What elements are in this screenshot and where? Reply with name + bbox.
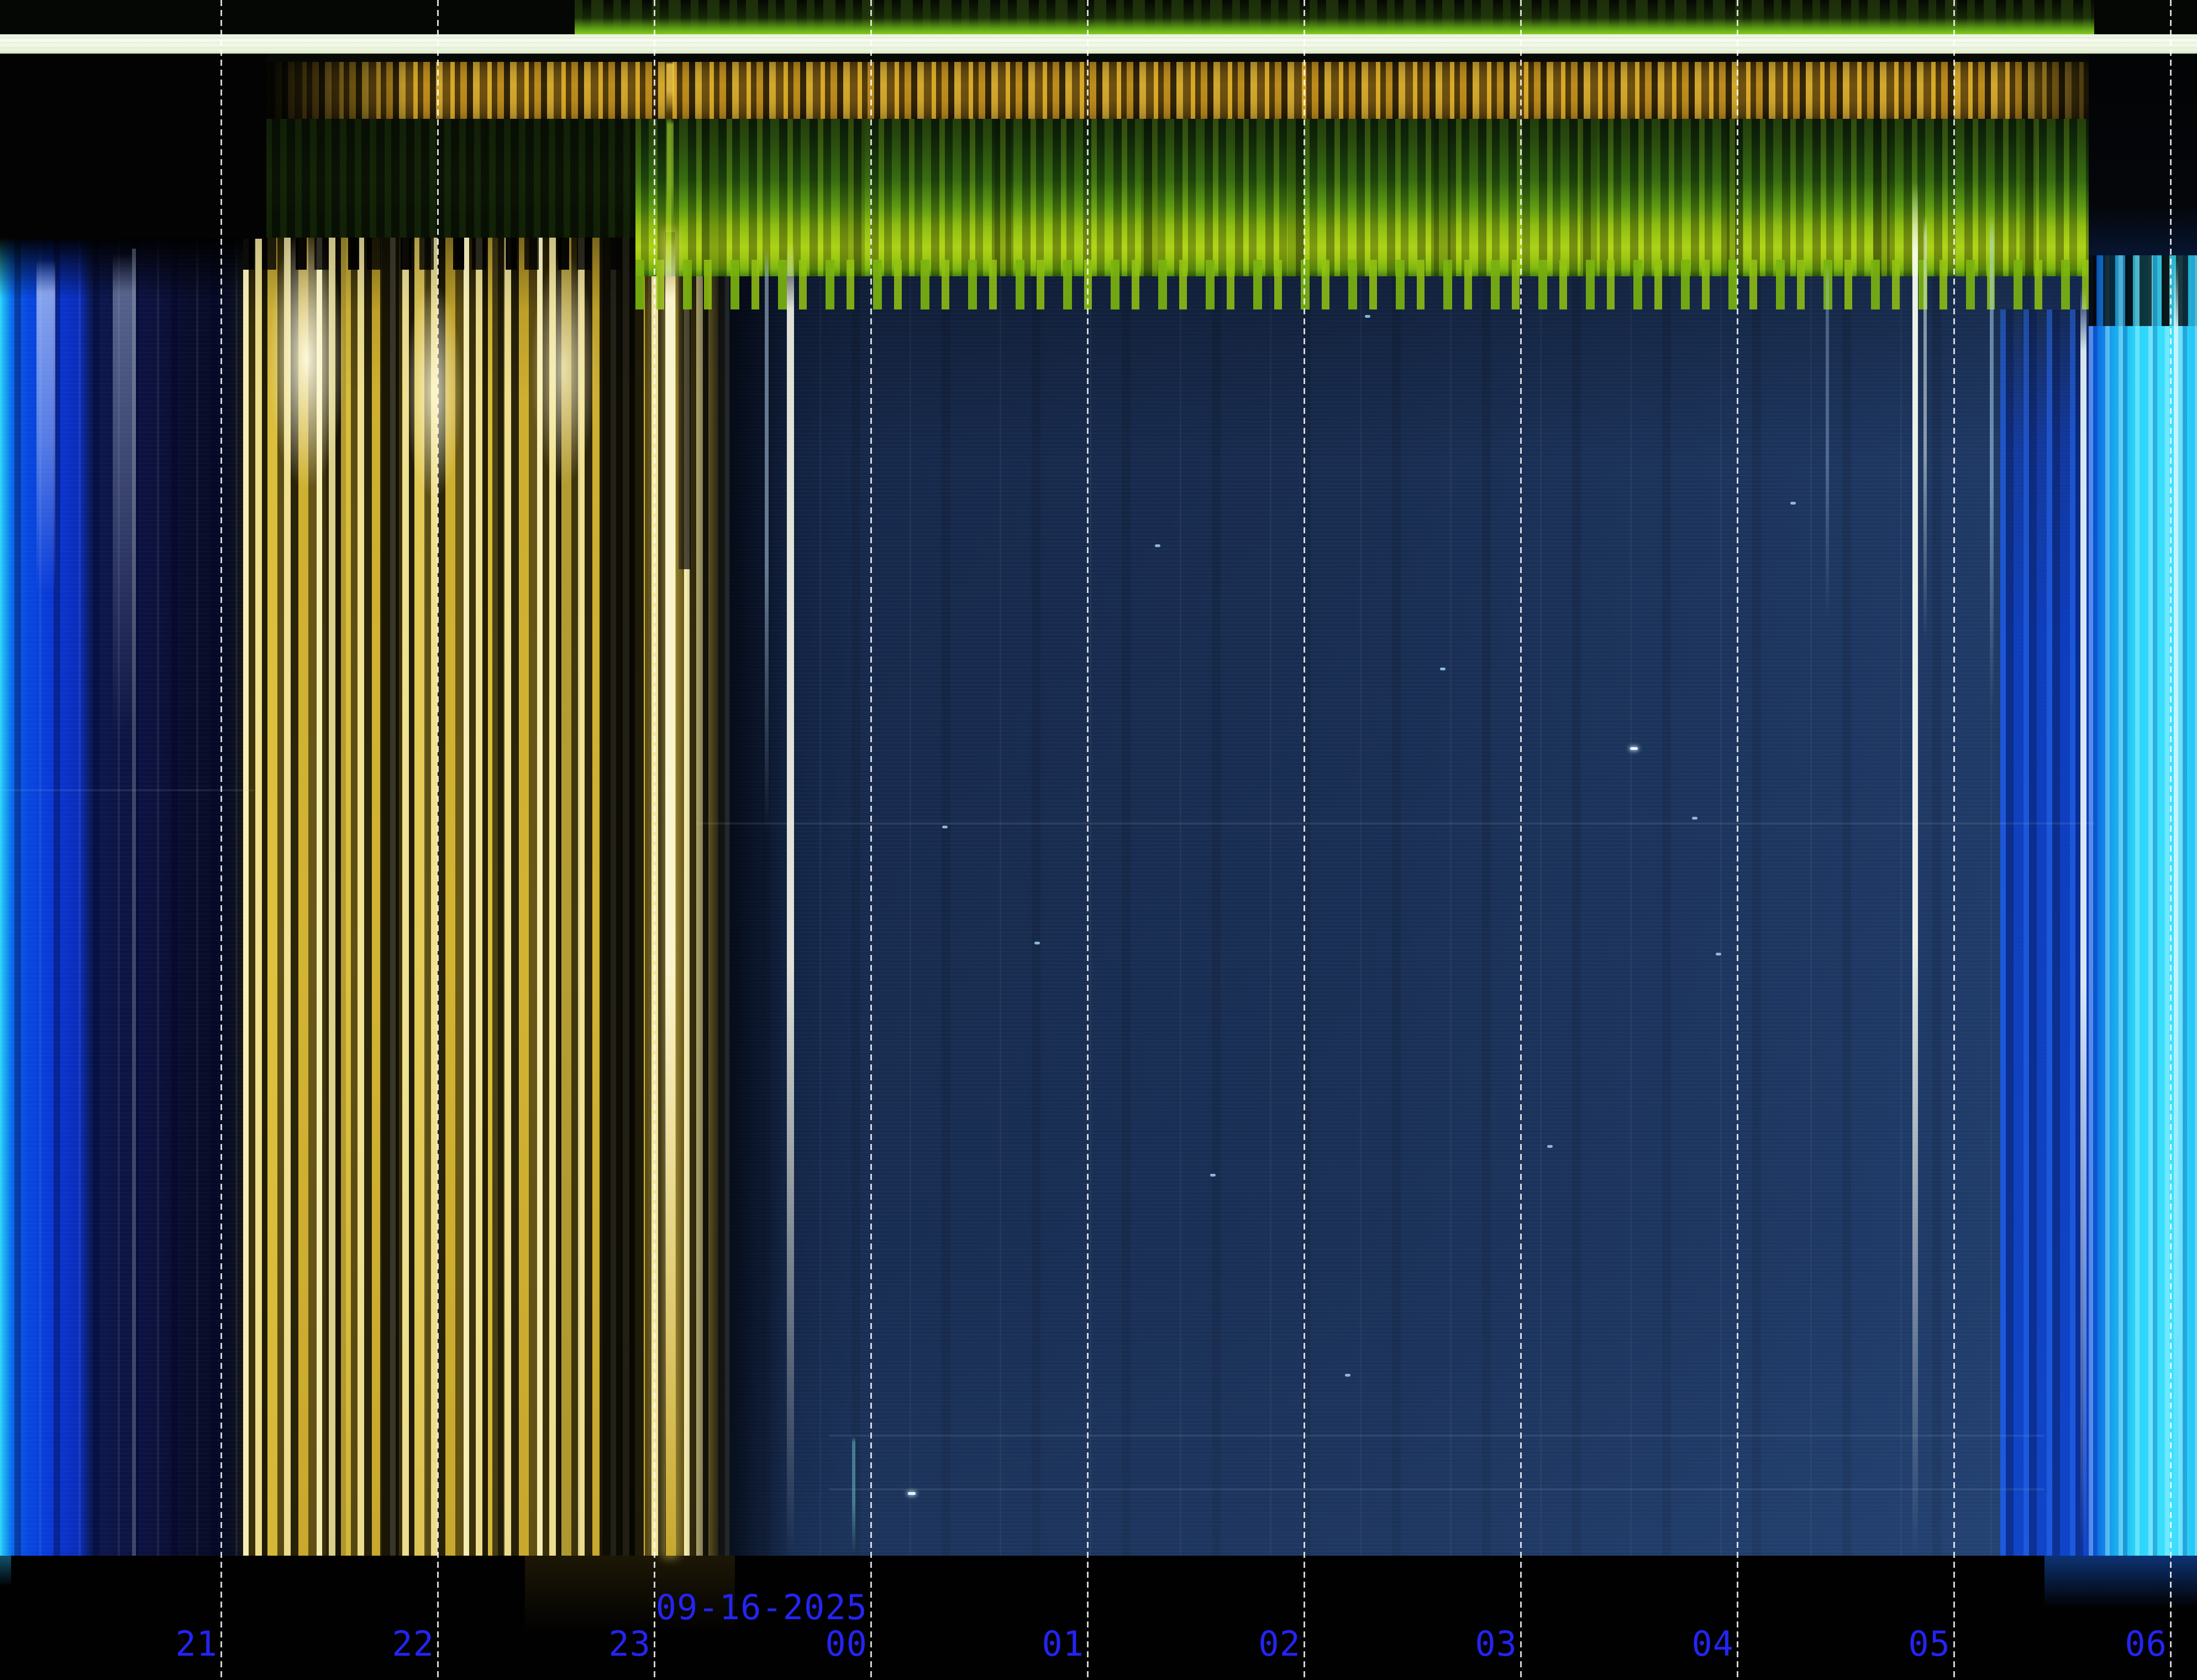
dawn-cyan-region	[2089, 254, 2197, 1556]
star-speck	[1630, 747, 1638, 750]
faint-horizontal-line	[696, 822, 2094, 825]
star-speck	[908, 1492, 916, 1495]
star-speck	[1034, 942, 1040, 944]
axis-cyan-glow	[0, 1556, 11, 1586]
vertical-streak-line	[665, 232, 675, 1556]
hour-gridline	[870, 0, 872, 1680]
time-axis-band	[0, 1556, 2197, 1680]
hour-gridline	[2170, 0, 2172, 1680]
green-top-band	[575, 0, 2094, 34]
axis-hour-label: 03	[1475, 1624, 1517, 1664]
green-airglow-band	[635, 119, 2089, 276]
star-speck	[1692, 817, 1697, 820]
star-speck	[1210, 1174, 1216, 1177]
star-speck	[1790, 502, 1796, 505]
vertical-streak-line	[1912, 182, 1918, 1556]
dark-green-left-band	[265, 119, 635, 238]
vertical-streak-line	[764, 249, 769, 829]
axis-hour-label: 04	[1691, 1624, 1734, 1664]
cloud-dark-column	[380, 238, 399, 1556]
axis-hour-label: 21	[175, 1624, 218, 1664]
axis-hour-label: 22	[392, 1624, 434, 1664]
axis-hour-label: 05	[1908, 1624, 1951, 1664]
faint-horizontal-line	[829, 1488, 2044, 1490]
faint-horizontal-line	[0, 789, 254, 791]
white-horizon-band	[0, 34, 2197, 54]
vertical-streak-line	[2174, 260, 2178, 1556]
axis-hour-label: 06	[2125, 1624, 2167, 1664]
night-sky-region	[729, 254, 2094, 1556]
vertical-streak-line	[1989, 216, 1994, 707]
axis-dawn-glow	[2044, 1556, 2197, 1608]
dusk-white-streak	[36, 260, 55, 591]
vertical-streak-line	[786, 243, 794, 1556]
orange-airglow-band	[265, 62, 2127, 119]
dusk-gray-line	[132, 249, 136, 1556]
vertical-streak-line	[1826, 265, 1829, 619]
hour-gridline	[1737, 0, 1738, 1680]
hour-gridline	[1304, 0, 1305, 1680]
axis-hour-label: 02	[1258, 1624, 1301, 1664]
star-speck	[1345, 1374, 1350, 1377]
axis-cloud-glow	[525, 1556, 735, 1633]
vertical-streak-line	[667, 119, 674, 238]
date-label: 09-16-2025	[655, 1587, 868, 1628]
star-speck	[1716, 953, 1721, 956]
hour-gridline	[1953, 0, 1955, 1680]
top-right-dark-corner	[2089, 54, 2197, 255]
vertical-streak-line	[666, 62, 674, 113]
star-speck	[1365, 315, 1370, 318]
hour-gridline	[437, 0, 439, 1680]
vertical-streak-line	[2080, 287, 2086, 1556]
axis-hour-label: 23	[608, 1624, 651, 1664]
vertical-streak-line	[852, 1437, 855, 1556]
moonlit-cloud-region	[243, 231, 729, 1556]
star-speck	[1547, 1145, 1553, 1148]
axis-hour-label: 01	[1042, 1624, 1084, 1664]
hour-gridline	[220, 0, 222, 1680]
green-band-lower-edge	[635, 260, 2089, 309]
vertical-streak-line	[1923, 216, 1927, 641]
star-speck	[1155, 544, 1160, 547]
hour-gridline	[1520, 0, 1522, 1680]
night-sky-left-shade	[729, 254, 796, 1556]
top-left-dark-corner	[0, 54, 266, 239]
dawn-top-edge	[2089, 254, 2197, 326]
dusk-white-streak	[113, 254, 136, 741]
hour-gridline	[654, 0, 655, 1680]
axis-hour-label: 00	[825, 1624, 868, 1664]
faint-horizontal-line	[829, 1435, 2044, 1437]
star-speck	[942, 826, 948, 828]
cloud-dark-column	[492, 238, 503, 1556]
star-speck	[1440, 668, 1446, 670]
hour-gridline	[1087, 0, 1089, 1680]
dark-gap-band	[0, 54, 2197, 62]
